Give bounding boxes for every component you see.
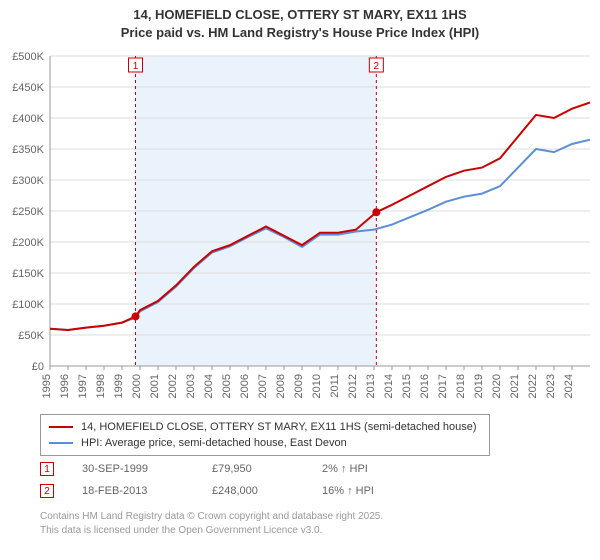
sale-markers-table: 1 30-SEP-1999 £79,950 2% ↑ HPI 2 18-FEB-…	[40, 458, 432, 502]
svg-text:2022: 2022	[527, 374, 539, 398]
svg-text:2023: 2023	[545, 374, 557, 398]
svg-text:2011: 2011	[329, 374, 341, 398]
legend-label: HPI: Average price, semi-detached house,…	[81, 437, 347, 449]
attribution-line: Contains HM Land Registry data © Crown c…	[40, 510, 383, 524]
svg-text:2010: 2010	[311, 374, 323, 398]
marker-price: £248,000	[212, 485, 322, 497]
marker-badge: 2	[40, 484, 54, 498]
line-chart-svg: £0 £50K £100K £150K £200K £250K £300K £350K £400…	[0, 48, 600, 410]
svg-text:2019: 2019	[473, 374, 485, 398]
svg-text:£50K: £50K	[18, 330, 44, 342]
svg-text:2021: 2021	[509, 374, 521, 398]
svg-text:£400K: £400K	[12, 113, 44, 125]
marker-hpi: 2% ↑ HPI	[322, 463, 432, 475]
svg-text:£450K: £450K	[12, 82, 44, 94]
svg-text:2005: 2005	[221, 374, 233, 398]
attribution-text: Contains HM Land Registry data © Crown c…	[40, 510, 383, 537]
legend-swatch-hpi	[49, 442, 73, 444]
svg-text:£250K: £250K	[12, 206, 44, 218]
chart-area: £0 £50K £100K £150K £200K £250K £300K £350K £400…	[0, 48, 600, 410]
svg-text:2: 2	[374, 61, 380, 72]
table-row: 2 18-FEB-2013 £248,000 16% ↑ HPI	[40, 480, 432, 502]
svg-text:1999: 1999	[113, 374, 125, 398]
marker-hpi: 16% ↑ HPI	[322, 485, 432, 497]
svg-text:2018: 2018	[455, 374, 467, 398]
svg-text:2009: 2009	[293, 374, 305, 398]
legend-row: 14, HOMEFIELD CLOSE, OTTERY ST MARY, EX1…	[49, 419, 481, 435]
legend-label: 14, HOMEFIELD CLOSE, OTTERY ST MARY, EX1…	[81, 421, 477, 433]
table-row: 1 30-SEP-1999 £79,950 2% ↑ HPI	[40, 458, 432, 480]
svg-text:2002: 2002	[167, 374, 179, 398]
legend-row: HPI: Average price, semi-detached house,…	[49, 435, 481, 451]
svg-text:2001: 2001	[149, 374, 161, 398]
legend-swatch-property	[49, 426, 73, 428]
title-line-1: 14, HOMEFIELD CLOSE, OTTERY ST MARY, EX1…	[0, 6, 600, 24]
svg-text:2024: 2024	[563, 374, 575, 398]
svg-text:1997: 1997	[77, 374, 89, 398]
svg-text:2012: 2012	[347, 374, 359, 398]
legend-box: 14, HOMEFIELD CLOSE, OTTERY ST MARY, EX1…	[40, 414, 490, 456]
svg-text:1996: 1996	[59, 374, 71, 398]
marker-date: 18-FEB-2013	[82, 485, 212, 497]
svg-text:2017: 2017	[437, 374, 449, 398]
svg-text:£350K: £350K	[12, 144, 44, 156]
svg-text:2003: 2003	[185, 374, 197, 398]
svg-text:2015: 2015	[401, 374, 413, 398]
marker-badge: 1	[40, 462, 54, 476]
svg-text:2007: 2007	[257, 374, 269, 398]
title-line-2: Price paid vs. HM Land Registry's House …	[0, 24, 600, 42]
svg-text:£0: £0	[32, 361, 44, 373]
chart-title: 14, HOMEFIELD CLOSE, OTTERY ST MARY, EX1…	[0, 0, 600, 41]
svg-text:£200K: £200K	[12, 237, 44, 249]
svg-text:2016: 2016	[419, 374, 431, 398]
svg-text:£150K: £150K	[12, 268, 44, 280]
svg-text:2008: 2008	[275, 374, 287, 398]
svg-text:£300K: £300K	[12, 175, 44, 187]
svg-text:£100K: £100K	[12, 299, 44, 311]
marker-date: 30-SEP-1999	[82, 463, 212, 475]
svg-text:2006: 2006	[239, 374, 251, 398]
marker-price: £79,950	[212, 463, 322, 475]
svg-text:1: 1	[133, 61, 139, 72]
svg-text:2020: 2020	[491, 374, 503, 398]
svg-text:1995: 1995	[41, 374, 53, 398]
svg-text:1998: 1998	[95, 374, 107, 398]
svg-text:2014: 2014	[383, 374, 395, 398]
svg-text:2004: 2004	[203, 374, 215, 398]
attribution-line: This data is licensed under the Open Gov…	[40, 524, 383, 538]
svg-text:£500K: £500K	[12, 51, 44, 63]
svg-text:2000: 2000	[131, 374, 143, 398]
svg-text:2013: 2013	[365, 374, 377, 398]
